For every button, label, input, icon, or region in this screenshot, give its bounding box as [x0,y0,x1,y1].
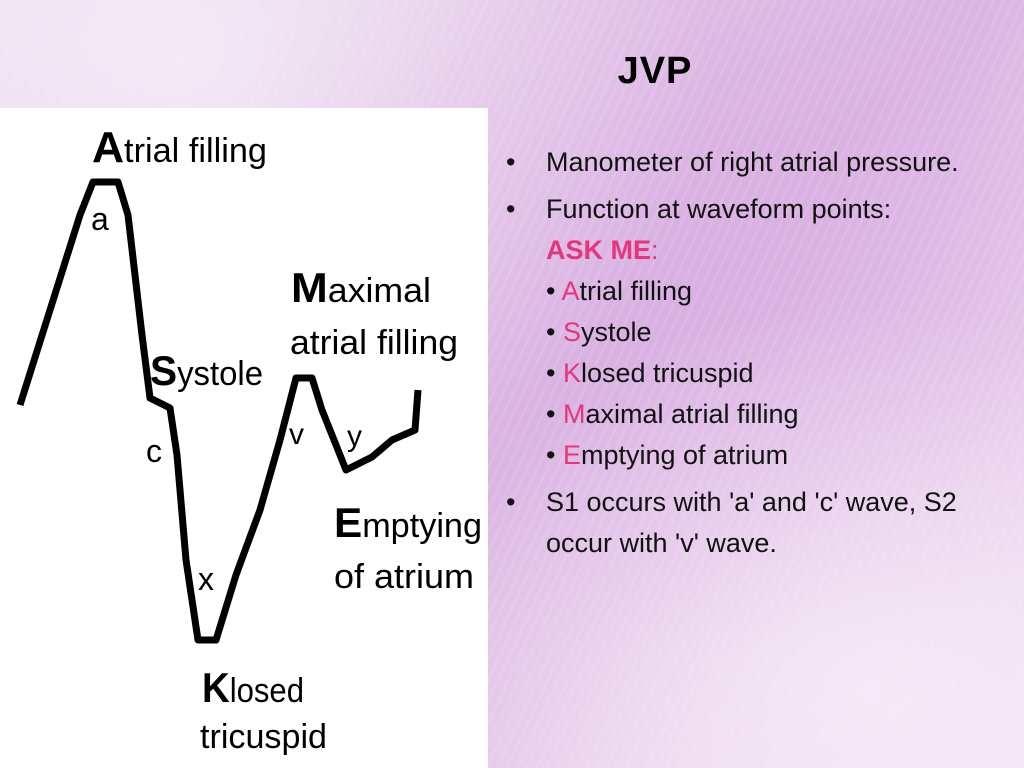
bullet-function-points: Function at waveform points: ASK ME: • A… [506,189,1006,476]
jvp-waveform-diagram: Atrial filling a Systole c x Klosed tric… [0,108,488,768]
label-maximal-line2: atrial filling [290,324,458,362]
label-emptying-rest: mptying [362,507,482,545]
sub-item-maximal-atrial-filling: • Maximal atrial filling [546,399,799,429]
sub-item-maximal-initial: M [562,399,586,429]
sub-item-atrial-filling-rest: trial filling [579,276,693,306]
label-v-wave: v [289,418,304,451]
label-x-descent: x [198,561,214,597]
sub-item-emptying-of-atrium: • Emptying of atrium [546,440,789,470]
label-emptying-line2: of atrium [334,558,474,596]
jvp-waveform-svg: Atrial filling a Systole c x Klosed tric… [16,123,482,756]
label-closed-initial: K [202,664,230,711]
slide-title: JVP [617,50,693,92]
label-closed-line1: Klosed [202,664,304,711]
label-emptying-line1: Emptying [334,499,482,546]
label-maximal-rest: aximal [328,272,431,310]
label-systole-initial: S [150,347,177,394]
sub-item-systole-initial: S [562,317,581,347]
label-atrial-filling-initial: A [92,123,124,172]
bullet-list: Manometer of right atrial pressure. Func… [506,142,1006,570]
jvp-waveform-line [16,178,422,644]
sub-item-systole-rest: ystole [580,317,652,347]
label-y-descent: y [347,420,362,453]
bullet-heart-sounds: S1 occurs with 'a' and 'c' wave, S2 occu… [506,482,1006,564]
ask-me-label: ASK ME [546,235,652,265]
label-a-wave: a [91,201,109,237]
label-atrial-filling-rest: trial filling [124,132,267,170]
sub-item-closed-tricuspid-initial: K [562,358,581,388]
label-atrial-filling: Atrial filling [92,123,267,172]
bullet-manometer: Manometer of right atrial pressure. [506,142,1006,183]
sub-item-closed-tricuspid-rest: losed tricuspid [580,358,754,388]
bullet-function-text: Function at waveform points: [546,194,892,224]
label-closed-line2: tricuspid [200,718,327,756]
sub-item-atrial-filling-initial: A [561,276,580,306]
label-c-wave: c [146,433,162,469]
sub-item-atrial-filling: • Atrial filling [546,276,693,306]
sub-item-emptying-initial: E [562,440,581,470]
label-closed-rest: losed [230,672,304,710]
label-maximal-initial: M [291,264,328,311]
sub-item-maximal-rest: aximal atrial filling [585,399,799,429]
label-systole-rest: ystole [177,355,263,393]
ask-me-colon: : [651,235,659,265]
sub-item-systole: • Systole [546,317,652,347]
sub-item-closed-tricuspid: • Klosed tricuspid [546,358,754,388]
label-emptying-initial: E [334,499,362,546]
label-maximal-line1: Maximal [291,264,431,311]
label-systole: Systole [150,347,263,394]
sub-item-emptying-rest: mptying of atrium [580,440,789,470]
